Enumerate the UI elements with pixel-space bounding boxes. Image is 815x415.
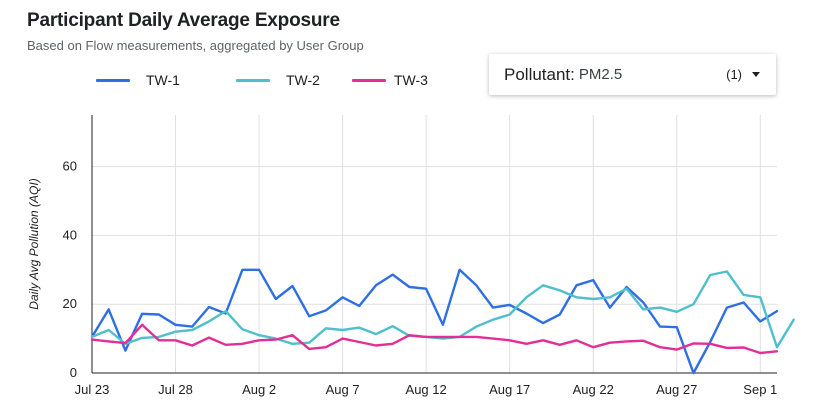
- filter-selection-count: (1): [726, 67, 742, 82]
- series-line-tw-1[interactable]: [90, 268, 779, 375]
- x-tick-label: Jul 28: [158, 382, 193, 397]
- legend-label-tw2: TW-2: [285, 72, 320, 88]
- filter-colon: :: [570, 64, 575, 84]
- chart-tick-labels: 0 20 40 60 Jul 23 Jul 28 Aug 2 Aug 7 Aug 12 Aug 1…: [27, 159, 777, 397]
- filter-selected-value: PM2.5: [578, 66, 623, 83]
- y-tick-label: 40: [63, 227, 77, 242]
- caret-down-icon[interactable]: [752, 72, 760, 77]
- x-tick-label: Aug 27: [656, 382, 697, 397]
- x-tick-label: Aug 2: [242, 382, 276, 397]
- series-line-tw-3[interactable]: [90, 323, 779, 355]
- x-tick-label: Jul 23: [75, 382, 110, 397]
- y-tick-label: 60: [63, 159, 77, 174]
- x-tick-label: Aug 22: [573, 382, 614, 397]
- chart-gridlines: [92, 115, 777, 373]
- series-line-tw-2[interactable]: [90, 270, 795, 349]
- chart-subtitle: Based on Flow measurements, aggregated b…: [27, 38, 364, 53]
- legend-swatch-tw1: [96, 78, 130, 82]
- pollutant-filter-dropdown[interactable]: Pollutant : PM2.5 (1): [489, 54, 776, 95]
- legend-label-tw3: TW-3: [393, 72, 428, 88]
- y-tick-label: 0: [70, 365, 77, 380]
- x-tick-label: Sep 1: [743, 382, 777, 397]
- legend-item-tw2[interactable]: TW-2: [235, 72, 320, 88]
- legend-swatch-tw2: [235, 78, 270, 82]
- chart-axes: [91, 115, 777, 374]
- legend-item-tw3[interactable]: TW-3: [351, 72, 428, 88]
- legend-swatch-tw3: [351, 78, 386, 82]
- y-tick-label: 20: [63, 296, 77, 311]
- chart-title: Participant Daily Average Exposure: [27, 10, 340, 31]
- legend-label-tw1: TW-1: [146, 72, 180, 88]
- chart-legend: TW-1 TW-2 TW-3: [96, 72, 454, 88]
- filter-label: Pollutant: [504, 64, 571, 84]
- legend-item-tw1[interactable]: TW-1: [96, 72, 180, 88]
- x-tick-label: Aug 17: [489, 382, 530, 397]
- x-tick-label: Aug 7: [326, 382, 360, 397]
- chart-series: [90, 268, 795, 375]
- y-axis-title: Daily Avg Pollution (AQI): [27, 178, 41, 309]
- x-tick-label: Aug 12: [406, 382, 447, 397]
